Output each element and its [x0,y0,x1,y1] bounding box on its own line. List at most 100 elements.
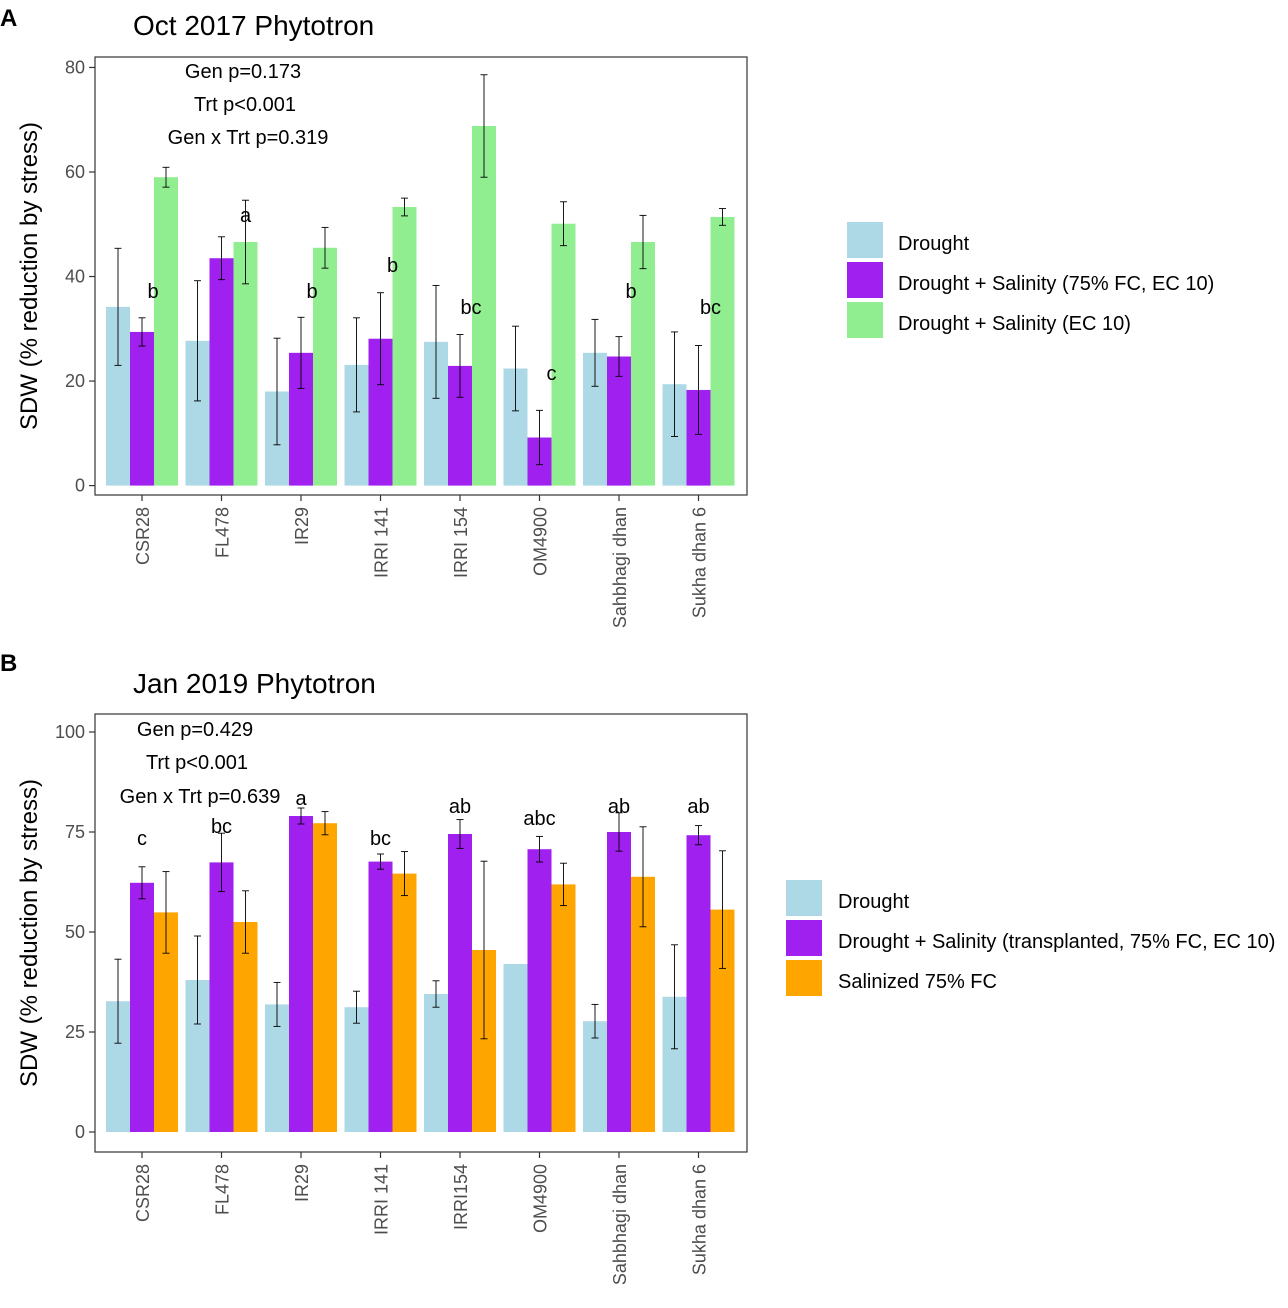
legend-swatch-drought-salinity-transplanted-b [786,920,822,956]
error-bar [297,316,305,389]
y-tick-label: 60 [65,162,85,182]
error-bar [615,812,623,852]
y-axis-label-b: SDW (% reduction by stress) [16,779,43,1087]
y-tick-label: 75 [65,822,85,842]
bar [233,922,258,1132]
x-tick-label: FL478 [213,507,233,558]
legend-b: Drought Drought + Salinity (transplanted… [786,880,1275,996]
significance-letter: ab [449,796,471,818]
error-bar [480,860,488,1040]
error-bar [480,74,488,178]
x-tick-label: OM4900 [531,1164,551,1233]
stat-interaction-b: Gen x Trt p=0.639 [120,786,281,808]
legend-label-salinized-75fc-b: Salinized 75% FC [838,971,997,993]
legend-a: Drought Drought + Salinity (75% FC, EC 1… [847,222,1214,338]
error-bar [695,345,702,435]
error-bar [377,292,384,386]
stat-interaction-a: Gen x Trt p=0.319 [168,127,329,149]
legend-swatch-salinized-75fc-b [786,960,822,996]
x-tick-label: Sahbhagi dhan [610,507,630,628]
error-bar [297,807,305,825]
bar [313,823,337,1132]
y-tick-label: 40 [65,267,85,287]
error-bar [671,331,678,437]
panel-b: B Jan 2019 Phytotron 0 25 50 75 100 SDW (% r… [0,650,1275,1285]
significance-letter: ab [687,796,709,818]
y-tick-label: 0 [75,1122,85,1142]
x-tick-label: CSR28 [133,507,153,565]
bar [392,873,417,1132]
error-bar [321,811,329,836]
error-bar [218,236,225,281]
error-bar [138,866,146,900]
bar [209,258,234,486]
error-bar [242,890,249,954]
legend-swatch-drought-a [847,222,883,258]
bar [631,242,655,486]
x-tick-label: Sukha dhan 6 [690,507,710,618]
bars-a [106,125,735,486]
significance-letter: a [295,788,307,810]
legend-label-drought-salinity-75fc-a: Drought + Salinity (75% FC, EC 10) [898,273,1214,295]
error-bar [242,199,249,285]
panel-label-b: B [0,650,17,677]
error-bar [456,819,464,849]
x-tick-label: Sahbhagi dhan [610,1164,630,1285]
significance-letter: bc [460,297,481,319]
stat-trt-a: Trt p<0.001 [194,94,296,116]
significance-letter: b [387,255,398,277]
error-bar [273,981,281,1027]
x-tick-label: IRRI 141 [372,1164,392,1235]
bar [551,884,576,1132]
error-bar [591,1003,599,1039]
x-tick-label: Sukha dhan 6 [690,1164,710,1275]
error-bar [401,197,408,217]
significance-letter: bc [370,828,391,850]
y-axis-label-a: SDW (% reduction by stress) [16,122,43,430]
error-bar [639,826,647,928]
error-bar [218,832,225,893]
bar [313,247,337,486]
panel-label-a: A [0,5,17,32]
bar [424,994,448,1132]
x-axis-a: CSR28 FL478 IR29 IRRI 141 IRRI 154 OM4900 Sahb… [133,495,710,628]
error-bar [273,337,281,446]
stat-gen-b: Gen p=0.429 [137,719,253,741]
error-bar [162,166,170,188]
bar [392,207,417,486]
x-tick-label: IRRI154 [451,1164,471,1230]
error-bar [456,334,464,398]
significance-letter: bc [211,816,232,838]
stat-trt-b: Trt p<0.001 [146,752,248,774]
error-bar [432,284,440,399]
y-tick-label: 25 [65,1022,85,1042]
error-bar [719,208,726,226]
y-tick-label: 0 [75,476,85,496]
significance-letter: abc [523,808,555,830]
significance-letters-a: b a b b bc c b bc [147,205,721,385]
error-bar [639,214,647,270]
error-bar [560,862,567,907]
significance-letter: b [625,281,636,303]
bar [607,356,631,486]
y-axis-b: 0 25 50 75 100 [55,722,95,1142]
significance-letter: bc [700,297,721,319]
bar [448,834,472,1132]
error-bar [536,835,543,863]
bar [344,1007,369,1132]
chart-title-b: Jan 2019 Phytotron [133,668,376,699]
significance-letter: b [306,281,317,303]
y-tick-label: 80 [65,57,85,77]
bar [368,861,393,1132]
bar [527,849,552,1132]
bar [583,1021,607,1132]
legend-label-drought-salinity-ec10-a: Drought + Salinity (EC 10) [898,313,1131,335]
y-tick-label: 100 [55,722,85,742]
x-axis-b: CSR28 FL478 IR29 IRRI 141 IRRI154 OM4900 Sahbh… [133,1152,710,1285]
bars-b [106,816,735,1132]
panel-a: A Oct 2017 Phytotron 0 20 40 60 80 SDW (% re… [0,5,1214,628]
error-bar [615,336,623,377]
error-bar [321,226,329,269]
